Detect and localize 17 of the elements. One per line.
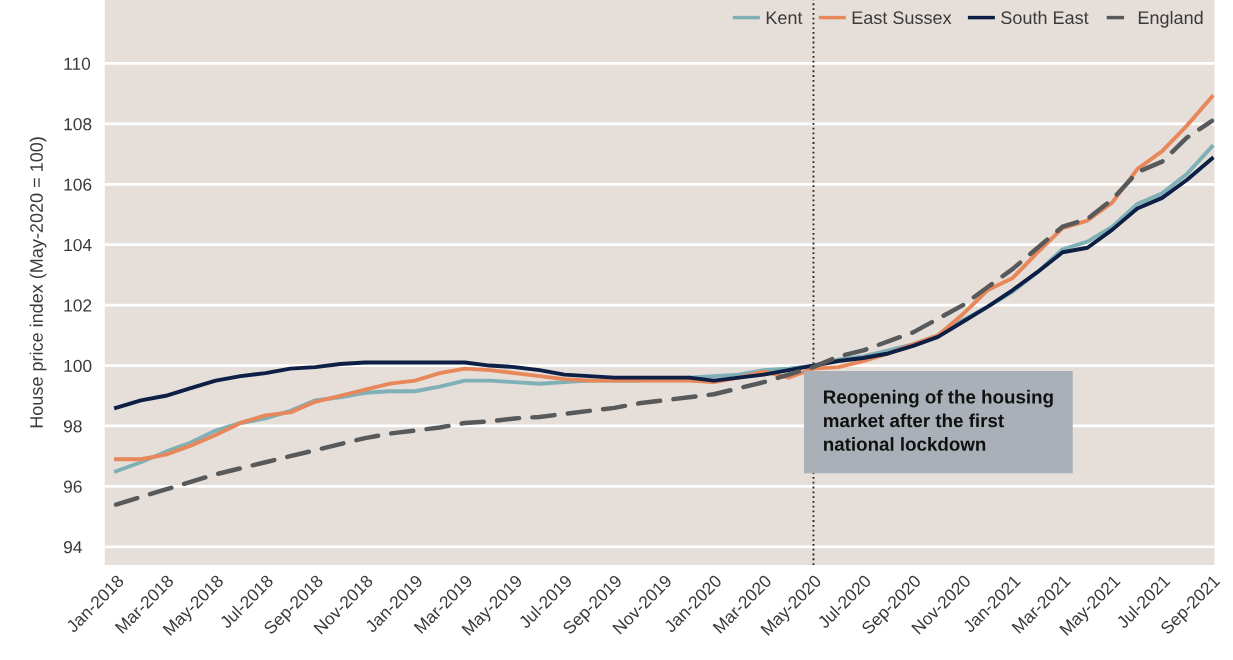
line-series [114,156,1214,410]
annotation: Reopening of the housing market after the first national lockdown [824,389,1053,451]
legend-label: Kent [766,11,803,25]
legend-label: East Sussex [852,11,952,25]
y-tick-label: 104 [64,238,92,252]
legend-label: South East [1001,10,1089,25]
legend-label: England [1138,10,1203,28]
line-series [113,118,1215,507]
y-tick-label: 106 [64,178,92,191]
y-tick-label: 100 [64,359,92,373]
y-tick-label: 102 [64,299,92,312]
y-tick-label: 108 [64,118,92,131]
y-axis-title: House price index (May-2020 = 100) [29,137,47,428]
y-tick-label: 110 [64,57,91,70]
y-tick-label: 94 [63,541,82,554]
y-tick-label: 96 [63,480,82,493]
y-tick-label: 98 [63,420,82,433]
